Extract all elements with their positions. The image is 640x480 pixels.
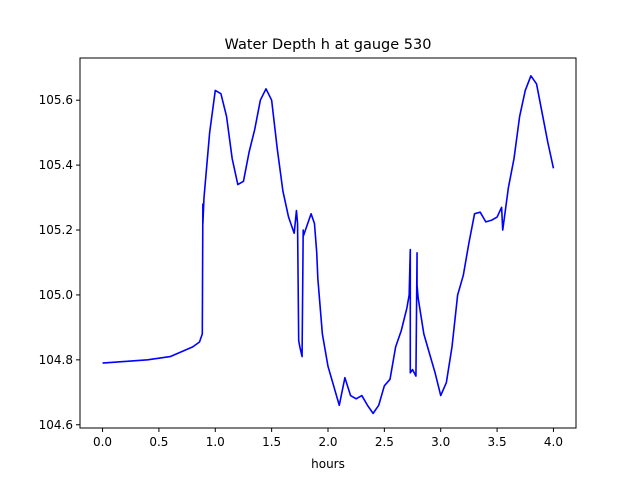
y-tick-label: 104.8 — [39, 353, 73, 367]
x-axis-label: hours — [311, 457, 345, 471]
y-tick-label: 105.0 — [39, 288, 73, 302]
series-line-0 — [102, 75, 555, 415]
y-axis: 104.6 104.8 105.0 105.2 105.4 105.6 — [39, 93, 80, 432]
x-tick-label: 3.0 — [431, 435, 450, 449]
chart-title: Water Depth h at gauge 530 — [225, 37, 432, 53]
y-tick-label: 105.6 — [39, 93, 73, 107]
series-group — [102, 75, 555, 415]
x-tick-label: 1.5 — [262, 435, 281, 449]
x-tick-label: 0.0 — [93, 435, 112, 449]
x-tick-label: 2.0 — [318, 435, 337, 449]
y-tick-label: 105.4 — [39, 158, 73, 172]
y-tick-label: 104.6 — [39, 418, 73, 432]
x-tick-label: 2.5 — [375, 435, 394, 449]
x-tick-label: 3.5 — [488, 435, 507, 449]
y-tick-label: 105.2 — [39, 223, 73, 237]
x-axis: 0.0 0.5 1.0 1.5 2.0 2.5 3.0 3.5 4.0 — [93, 428, 563, 449]
x-tick-label: 0.5 — [149, 435, 168, 449]
x-tick-label: 1.0 — [206, 435, 225, 449]
x-tick-label: 4.0 — [544, 435, 563, 449]
